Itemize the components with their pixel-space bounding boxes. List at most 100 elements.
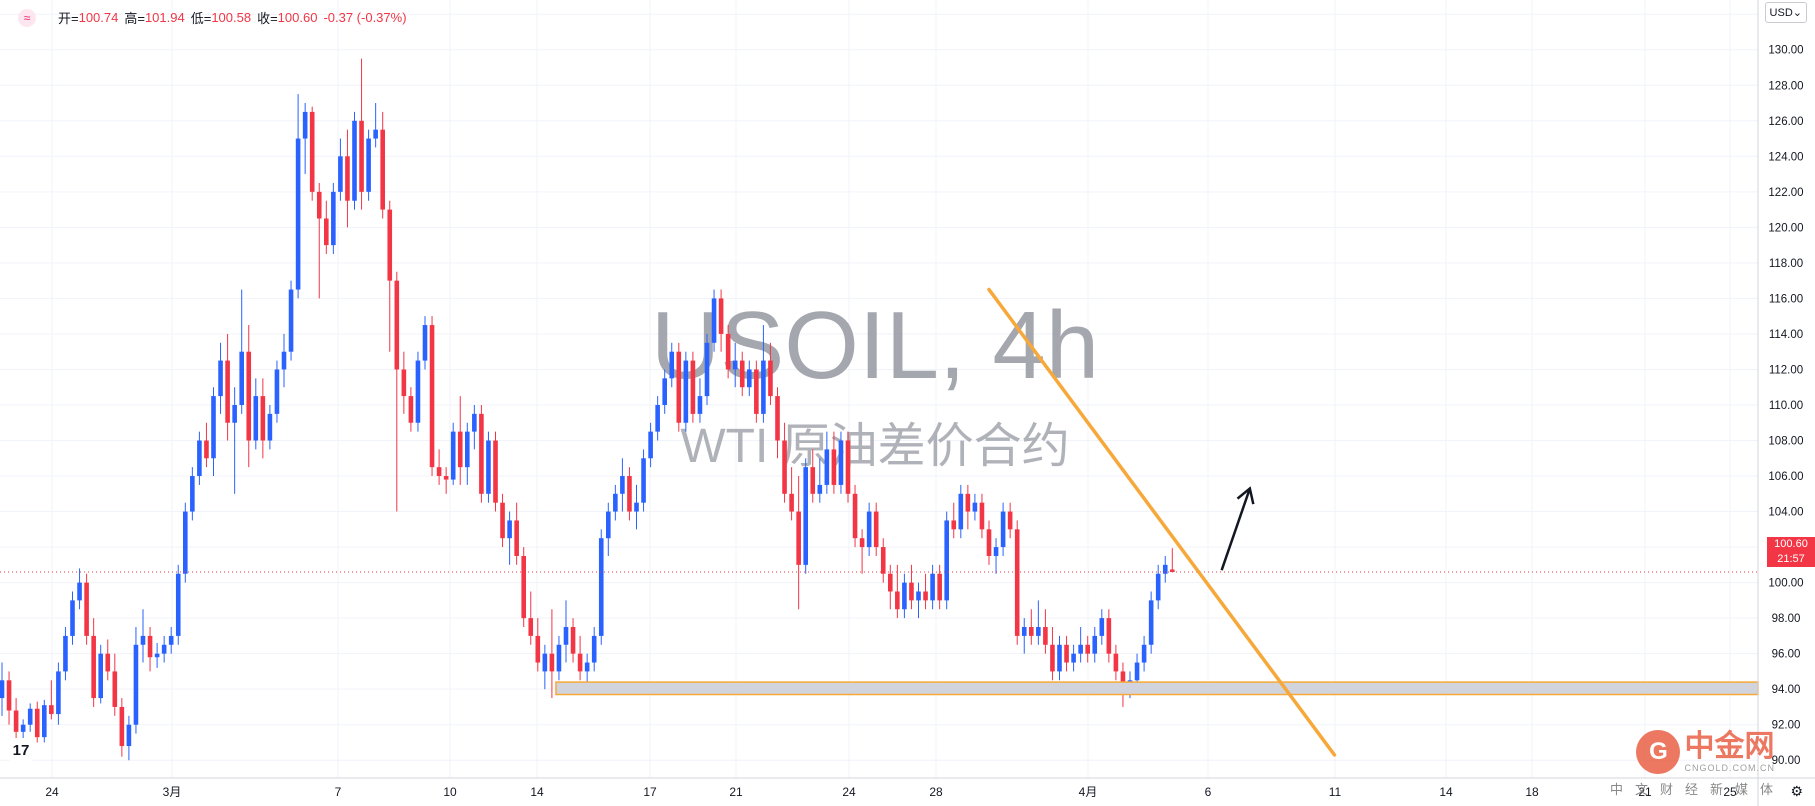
- candle: [479, 404, 484, 503]
- price-axis[interactable]: 132.00130.00128.00126.00124.00122.00120.…: [1757, 0, 1804, 806]
- chevron-down-icon: ⌄: [1792, 7, 1802, 19]
- candle: [641, 449, 646, 512]
- candle: [422, 316, 428, 370]
- candle-body: [591, 635, 597, 663]
- candle-body: [704, 342, 710, 397]
- candle-body: [1007, 511, 1013, 530]
- candle-body: [204, 440, 209, 459]
- candle-body: [415, 360, 421, 423]
- candle-body: [747, 369, 752, 388]
- candle-body: [838, 440, 844, 485]
- candle-body: [528, 618, 534, 636]
- candle: [880, 538, 886, 583]
- candle-body: [641, 458, 646, 503]
- candle: [465, 422, 470, 485]
- candle-body: [690, 360, 696, 414]
- candle: [1071, 644, 1076, 672]
- candle-body: [725, 333, 731, 370]
- candle: [1092, 627, 1098, 663]
- candle: [676, 342, 682, 432]
- candle-body: [281, 351, 287, 370]
- candle: [859, 529, 865, 574]
- currency-selector[interactable]: USD⌄: [1764, 2, 1807, 23]
- candle: [866, 502, 872, 556]
- candle: [267, 404, 273, 450]
- candle-body: [105, 653, 111, 672]
- candle: [288, 280, 294, 361]
- drawing-annotations[interactable]: [555, 287, 1759, 757]
- candle: [366, 129, 371, 201]
- y-tick-label: 124.00: [1768, 151, 1803, 163]
- candle: [725, 325, 731, 379]
- candle-body: [84, 582, 89, 636]
- candle-body: [295, 138, 301, 290]
- candle-body: [457, 431, 463, 468]
- candle: [63, 627, 68, 681]
- candle: [239, 289, 244, 414]
- candle-body: [782, 440, 787, 494]
- candle: [1113, 644, 1119, 681]
- candle-body: [831, 449, 837, 485]
- candle: [796, 476, 801, 610]
- candle: [1036, 600, 1041, 645]
- tradingview-logo-icon[interactable]: 17: [8, 738, 34, 762]
- candle: [1148, 591, 1154, 654]
- candle-body: [986, 529, 992, 556]
- candle-body: [761, 360, 766, 414]
- candle: [789, 467, 794, 521]
- candle-body: [542, 653, 548, 672]
- candle: [211, 387, 216, 477]
- candle: [1099, 609, 1105, 645]
- candle: [190, 467, 195, 521]
- candle-body: [197, 440, 202, 477]
- x-tick-label: 17: [643, 785, 657, 799]
- candle: [316, 182, 322, 299]
- candle-body: [175, 573, 181, 636]
- candle-body: [302, 111, 308, 139]
- candle-body: [140, 635, 146, 645]
- candle: [42, 699, 47, 743]
- candle: [852, 484, 858, 548]
- candle: [56, 662, 61, 725]
- candle: [1043, 609, 1048, 654]
- candle-body: [394, 280, 400, 370]
- candle: [70, 591, 75, 645]
- candle: [902, 573, 907, 619]
- candle: [514, 502, 519, 565]
- candle: [154, 643, 160, 668]
- watermark-name: WTI 原油差价合约: [680, 420, 1069, 473]
- y-tick-label: 126.00: [1768, 116, 1803, 128]
- time-axis[interactable]: 24 3月 7 10 14 17 21 24 28 4月 6 11 14 18 21 25: [0, 777, 1815, 799]
- candle: [98, 644, 103, 704]
- candle-body: [1071, 653, 1076, 663]
- candle: [697, 378, 703, 423]
- candle: [225, 333, 230, 441]
- x-tick-label: 24: [45, 785, 59, 799]
- candle-body: [859, 538, 865, 548]
- candle-body: [627, 476, 632, 512]
- candle: [472, 404, 477, 450]
- candle-body: [577, 653, 583, 672]
- candle: [91, 618, 96, 707]
- settings-gear-icon[interactable]: ⚙: [1790, 783, 1803, 799]
- candle: [845, 431, 851, 503]
- candle: [168, 627, 174, 654]
- candle: [260, 378, 266, 459]
- candle: [1162, 555, 1168, 583]
- candle: [662, 369, 667, 414]
- candle: [895, 564, 900, 619]
- candle-body: [1170, 569, 1175, 572]
- candle-body: [1106, 618, 1112, 654]
- candle-body: [1050, 644, 1055, 672]
- candle: [909, 564, 914, 610]
- candle: [591, 627, 597, 672]
- candle-body: [288, 289, 294, 352]
- candle: [486, 431, 491, 503]
- candle-body: [373, 129, 378, 139]
- candle-body: [274, 369, 280, 414]
- candle: [443, 467, 449, 494]
- y-tick-label: 122.00: [1768, 187, 1803, 199]
- candle-body: [422, 325, 428, 361]
